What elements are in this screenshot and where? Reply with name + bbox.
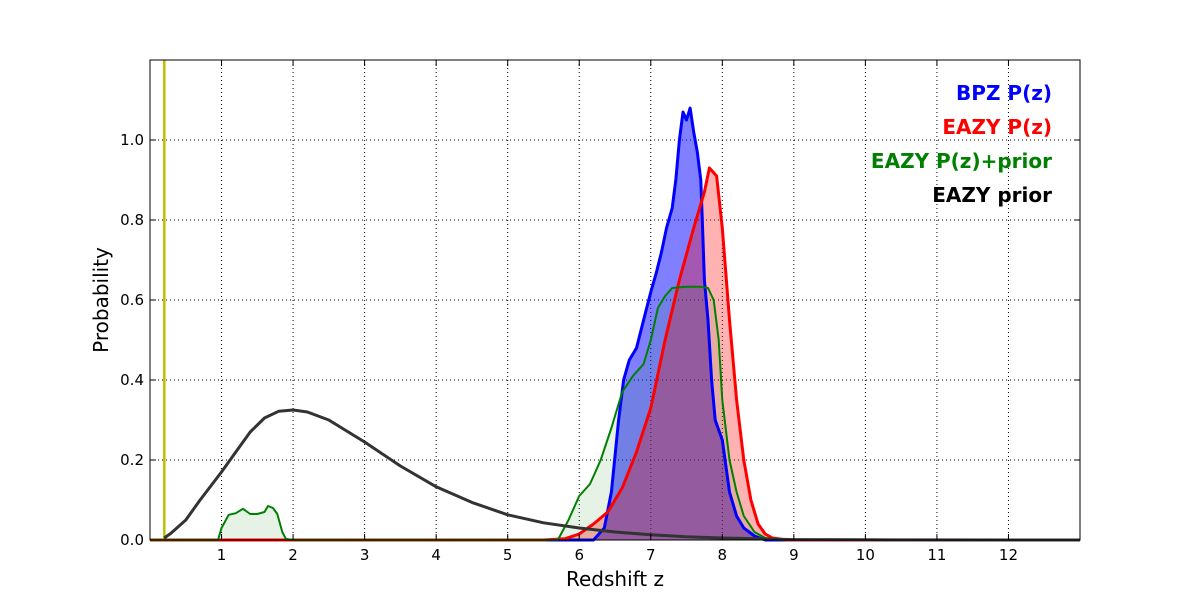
x-tick-label: 1	[217, 546, 227, 564]
eazy-p-z-line	[150, 166, 1080, 542]
y-tick-label: 0.0	[120, 531, 144, 549]
y-tick-label: 0.8	[120, 211, 144, 229]
x-tick-label: 5	[503, 546, 513, 564]
x-tick-label: 7	[646, 546, 656, 564]
y-tick-label: 0.4	[120, 371, 144, 389]
x-tick-label: 9	[789, 546, 799, 564]
eazy-p-z-prior-area	[150, 286, 1080, 540]
y-tick-label: 0.2	[120, 451, 144, 469]
x-tick-label: 12	[999, 546, 1018, 564]
x-tick-label: 3	[360, 546, 370, 564]
eazy-p-z-prior-line	[150, 285, 1080, 541]
bpz-p-z-line	[150, 106, 1080, 542]
x-tick-label: 2	[288, 546, 298, 564]
series-fills	[150, 108, 1080, 540]
axis-ticks: 1 2 3 4 5 6 7 8 9 10 11 120.00.20.40.60.81.0	[120, 60, 1080, 564]
x-tick-label: 6	[574, 546, 584, 564]
x-tick-label: 10	[856, 546, 875, 564]
y-tick-label: 0.6	[120, 291, 144, 309]
y-axis-label: Probability	[89, 247, 113, 353]
eazy-prior-line	[163, 408, 1081, 542]
legend: BPZ P(z) EAZY P(z) EAZY P(z)+prior EAZY pri…	[871, 81, 1052, 207]
x-tick-label: 4	[431, 546, 441, 564]
y-tick-label: 1.0	[120, 131, 144, 149]
series-lines	[150, 106, 1081, 542]
legend-entry-eazy-p-z-prior: EAZY P(z)+prior	[871, 149, 1052, 173]
x-axis-label: Redshift z	[566, 567, 664, 591]
grid	[150, 60, 1080, 540]
legend-entry-eazy-p-z: EAZY P(z)	[942, 115, 1052, 139]
x-tick-label: 11	[927, 546, 946, 564]
legend-entry-bpz-p-z: BPZ P(z)	[956, 81, 1052, 105]
x-tick-label: 8	[718, 546, 728, 564]
legend-entry-eazy-prior: EAZY prior	[932, 183, 1052, 207]
